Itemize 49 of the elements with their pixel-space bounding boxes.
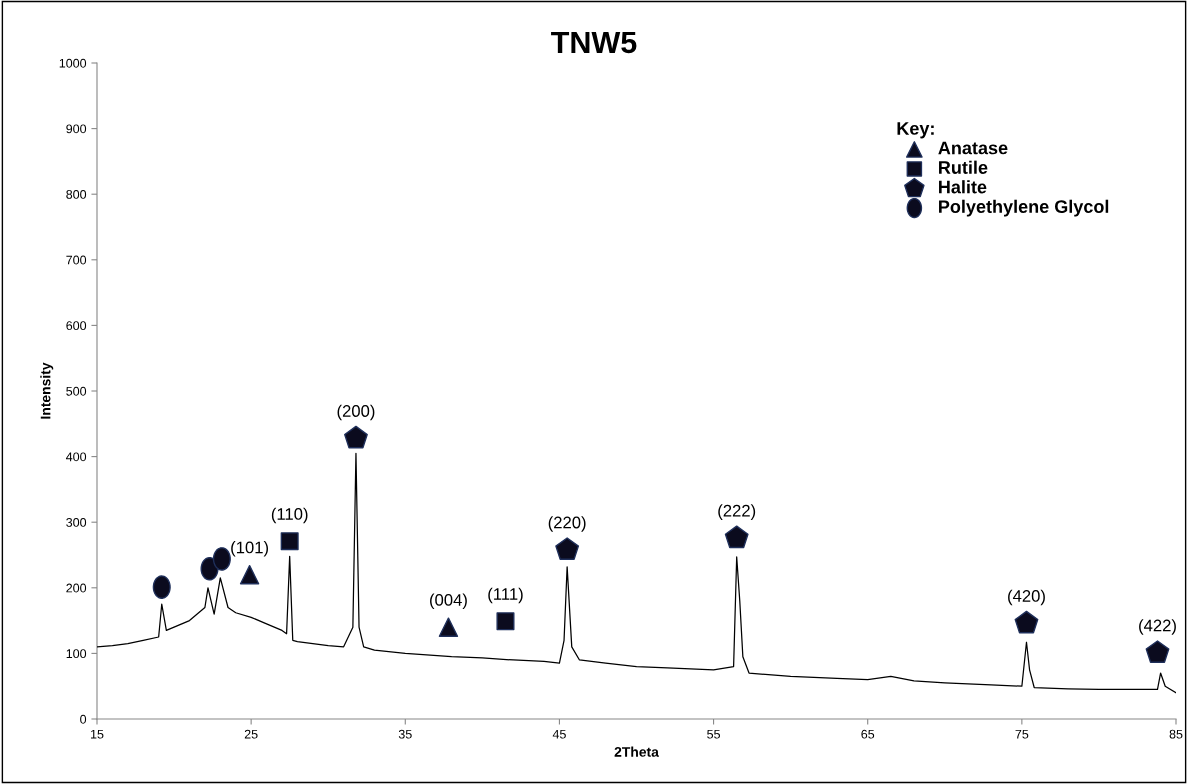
annotation: (420) xyxy=(1008,589,1045,606)
point xyxy=(724,525,749,549)
x-tick-label: 85 xyxy=(1169,729,1183,739)
point xyxy=(239,564,260,585)
chart-title: TNW5 xyxy=(551,31,637,54)
point xyxy=(152,575,171,599)
point xyxy=(438,617,459,637)
annotation: (220) xyxy=(548,516,586,532)
annotation: (004) xyxy=(430,593,467,610)
point xyxy=(555,537,580,560)
legend-label: Polyethylene Glycol xyxy=(939,199,1109,217)
point xyxy=(1145,640,1170,663)
annotation: (111) xyxy=(488,587,523,604)
annotation: (101) xyxy=(231,541,269,557)
point xyxy=(496,612,515,631)
x-tick-label: 25 xyxy=(244,729,258,739)
annotation: (200) xyxy=(337,404,375,421)
point xyxy=(1014,610,1039,634)
y-tick-label: 100 xyxy=(66,649,87,659)
y-tick-label: 0 xyxy=(80,714,87,724)
y-tick-label: 500 xyxy=(66,386,87,396)
legend-title: Key: xyxy=(897,122,934,139)
x-tick-label: 35 xyxy=(398,729,412,739)
x-tick-label: 75 xyxy=(1015,729,1029,739)
x-tick-label: 45 xyxy=(552,729,566,739)
y-tick-label: 800 xyxy=(66,190,87,199)
line-series xyxy=(97,452,1176,694)
legend-label: Halite xyxy=(939,180,987,194)
x-tick-label: 65 xyxy=(861,729,875,739)
x-tick-label: 15 xyxy=(91,729,104,739)
point xyxy=(200,556,219,581)
annotation: (422) xyxy=(1139,619,1176,635)
y-tick-label: 700 xyxy=(66,255,87,265)
y-tick-label: 400 xyxy=(66,452,87,462)
y-tick-label: 600 xyxy=(66,321,87,331)
x-axis-title: 2Theta xyxy=(614,746,659,757)
y-tick-label: 1000 xyxy=(59,58,87,68)
annotation: (222) xyxy=(718,504,756,520)
y-axis-title: Intensity xyxy=(40,362,54,419)
y-tick-label: 200 xyxy=(66,583,87,593)
legend-label: Rutile xyxy=(939,160,988,174)
point xyxy=(212,547,231,571)
point xyxy=(344,425,368,449)
x-tick-label: 55 xyxy=(707,729,720,739)
legend-label: Anatase xyxy=(938,141,1008,155)
point xyxy=(280,532,299,551)
annotation: (110) xyxy=(271,507,308,524)
y-tick-label: 900 xyxy=(66,124,87,134)
y-tick-label: 300 xyxy=(66,518,87,527)
